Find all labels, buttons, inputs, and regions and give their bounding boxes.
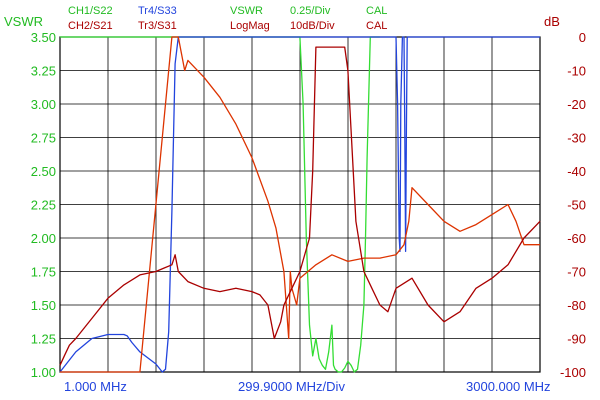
header-scale-vswr: 0.25/Div <box>290 5 331 17</box>
right-tick-label: -40 <box>567 164 586 179</box>
header-trace-ch1: CH1/S22 <box>68 5 113 17</box>
left-tick-label: 2.75 <box>31 131 56 146</box>
right-tick-label: -10 <box>567 64 586 79</box>
trace-tr3-s31 <box>59 46 541 366</box>
left-tick-label: 1.00 <box>31 365 56 380</box>
left-axis-label: VSWR <box>4 14 43 29</box>
left-tick-label: 2.50 <box>31 164 56 179</box>
x-division-label: 299.9000 MHz/Div <box>238 379 345 394</box>
left-tick-label: 3.50 <box>31 30 56 45</box>
trace-lines <box>59 36 541 373</box>
left-tick-label: 2.00 <box>31 231 56 246</box>
header-format-vswr: VSWR <box>230 5 263 17</box>
left-tick-labels: 3.50 3.25 3.00 2.75 2.50 2.25 2.00 1.75 1.50 1.25… <box>31 30 56 380</box>
right-tick-label: -60 <box>567 231 586 246</box>
header-cal-ch2: CAL <box>366 20 387 32</box>
right-tick-label: -90 <box>567 332 586 347</box>
right-tick-label: -80 <box>567 298 586 313</box>
header-trace-tr4: Tr4/S33 <box>138 5 177 17</box>
header-format-logmag: LogMag <box>230 20 270 32</box>
trace-ch2-s21 <box>60 36 540 373</box>
left-tick-label: 1.50 <box>31 298 56 313</box>
header-scale-db: 10dB/Div <box>290 20 335 32</box>
right-tick-label: 0 <box>579 30 586 45</box>
right-tick-label: -100 <box>560 365 586 380</box>
header-trace-tr3: Tr3/S31 <box>138 20 177 32</box>
x-stop-label: 3000.000 MHz <box>466 379 551 394</box>
plot-grid <box>59 36 541 373</box>
left-tick-label: 3.00 <box>31 97 56 112</box>
right-tick-label: -50 <box>567 198 586 213</box>
header-trace-ch2: CH2/S21 <box>68 20 113 32</box>
header-cal-ch1: CAL <box>366 5 387 17</box>
left-tick-label: 2.25 <box>31 198 56 213</box>
right-tick-label: -20 <box>567 97 586 112</box>
right-tick-label: -70 <box>567 265 586 280</box>
left-tick-label: 3.25 <box>31 64 56 79</box>
left-tick-label: 1.25 <box>31 332 56 347</box>
trace-ch1-s22 <box>60 36 380 373</box>
trace-tr4-s33 <box>59 36 540 373</box>
right-tick-labels: 0 -10 -20 -30 -40 -50 -60 -70 -80 -90 -100 <box>560 30 586 380</box>
left-tick-label: 1.75 <box>31 265 56 280</box>
right-tick-label: -30 <box>567 131 586 146</box>
right-axis-label: dB <box>544 14 560 29</box>
x-start-label: 1.000 MHz <box>64 379 127 394</box>
